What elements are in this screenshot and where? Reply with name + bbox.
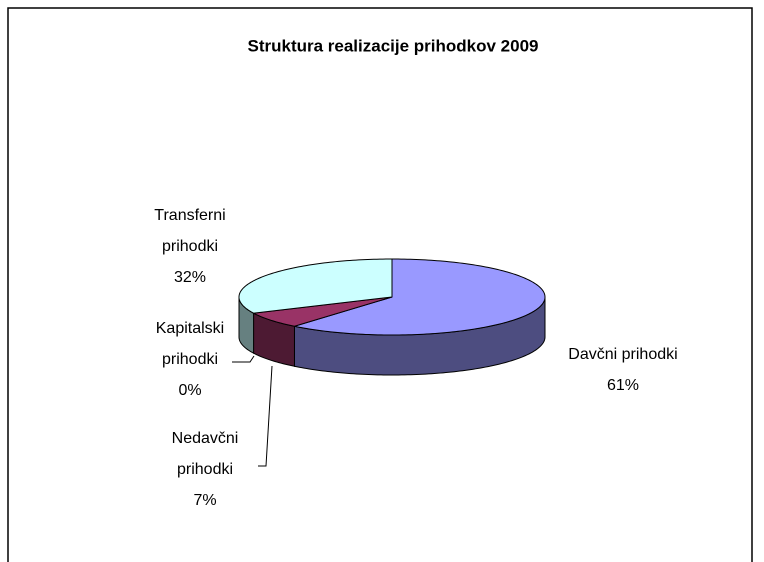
pie (238, 258, 546, 376)
slice-value: 32% (173, 269, 207, 286)
data-label: Nedavčni prihodki 7% (150, 423, 260, 516)
data-label: Davčni prihodki 61% (558, 339, 688, 401)
leader-line (258, 365, 273, 467)
data-label: Kapitalski prihodki 0% (135, 313, 245, 406)
slice-name: Nedavčni prihodki (171, 430, 239, 478)
slice-value: 0% (178, 382, 202, 399)
data-label: Transferni prihodki 32% (135, 200, 245, 293)
pie-slice (238, 258, 393, 314)
slice-name: Transferni prihodki (154, 207, 226, 255)
slice-name: Davčni prihodki (568, 346, 678, 363)
leader-line (232, 355, 255, 363)
pie-slice (294, 258, 546, 336)
slice-name: Kapitalski prihodki (155, 320, 225, 368)
pie-slice (251, 296, 393, 327)
slice-value: 7% (193, 492, 217, 509)
slice-value: 61% (606, 377, 640, 394)
chart-frame (7, 7, 753, 562)
chart-title: Struktura realizacije prihodkov 2009 (247, 36, 538, 55)
